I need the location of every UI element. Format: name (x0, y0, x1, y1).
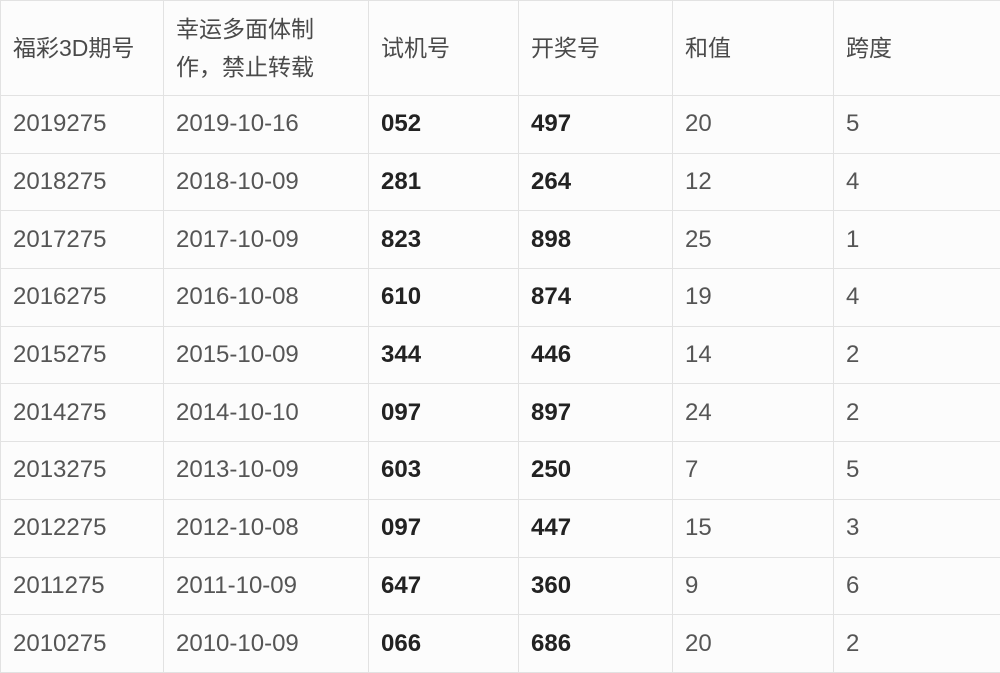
table-cell: 2018275 (0, 152, 164, 212)
table-cell: 6 (833, 556, 1000, 616)
table-cell: 12 (672, 152, 834, 212)
table-cell: 2 (833, 325, 1000, 385)
table-cell: 20 (672, 95, 834, 154)
column-header-span: 跨度 (833, 0, 1000, 96)
table-cell: 7 (672, 441, 834, 500)
table-cell: 2017-10-09 (163, 210, 369, 270)
table-cell: 2013275 (0, 441, 164, 500)
table-cell: 2018-10-09 (163, 152, 369, 212)
table-cell: 686 (518, 614, 673, 673)
table-cell: 2017275 (0, 210, 164, 270)
table-cell: 066 (368, 614, 519, 673)
table-cell: 2 (833, 614, 1000, 673)
table-cell: 4 (833, 152, 1000, 212)
table-cell: 281 (368, 152, 519, 212)
table-row: 2018275 2018-10-09 281 264 12 4 (0, 152, 1000, 212)
table-cell: 19 (672, 268, 834, 327)
column-header-winning-number: 开奖号 (518, 0, 673, 96)
table-cell: 2012-10-08 (163, 498, 369, 558)
table-row: 2014275 2014-10-10 097 897 24 2 (0, 383, 1000, 443)
table-cell: 2016275 (0, 268, 164, 327)
table-cell: 2019275 (0, 95, 164, 154)
table-cell: 24 (672, 383, 834, 443)
table-cell: 2011275 (0, 556, 164, 616)
column-header-sum: 和值 (672, 0, 834, 96)
table-cell: 2011-10-09 (163, 556, 369, 616)
table-cell: 647 (368, 556, 519, 616)
column-header-test-number: 试机号 (368, 0, 519, 96)
table-cell: 2015-10-09 (163, 325, 369, 385)
table-cell: 20 (672, 614, 834, 673)
table-cell: 603 (368, 441, 519, 500)
table-cell: 5 (833, 441, 1000, 500)
table-cell: 097 (368, 498, 519, 558)
table-cell: 610 (368, 268, 519, 327)
table-cell: 497 (518, 95, 673, 154)
table-cell: 2016-10-08 (163, 268, 369, 327)
table-cell: 2014275 (0, 383, 164, 443)
table-cell: 446 (518, 325, 673, 385)
table-row: 2015275 2015-10-09 344 446 14 2 (0, 325, 1000, 385)
table-row: 2013275 2013-10-09 603 250 7 5 (0, 441, 1000, 500)
table-cell: 344 (368, 325, 519, 385)
table-cell: 874 (518, 268, 673, 327)
table-cell: 3 (833, 498, 1000, 558)
table-cell: 2012275 (0, 498, 164, 558)
table-cell: 097 (368, 383, 519, 443)
table-cell: 823 (368, 210, 519, 270)
table-cell: 2010275 (0, 614, 164, 673)
table-cell: 052 (368, 95, 519, 154)
table-cell: 5 (833, 95, 1000, 154)
table-row: 2017275 2017-10-09 823 898 25 1 (0, 210, 1000, 270)
table-cell: 9 (672, 556, 834, 616)
table-cell: 898 (518, 210, 673, 270)
table-cell: 447 (518, 498, 673, 558)
table-cell: 2010-10-09 (163, 614, 369, 673)
table-cell: 360 (518, 556, 673, 616)
table-cell: 14 (672, 325, 834, 385)
column-header-issue: 福彩3D期号 (0, 0, 164, 96)
table-row: 2019275 2019-10-16 052 497 20 5 (0, 95, 1000, 154)
table-cell: 2013-10-09 (163, 441, 369, 500)
table-row: 2016275 2016-10-08 610 874 19 4 (0, 268, 1000, 327)
column-header-credit: 幸运多面体制 作，禁止转载 (163, 0, 369, 96)
table-cell: 2019-10-16 (163, 95, 369, 154)
table-row: 2011275 2011-10-09 647 360 9 6 (0, 556, 1000, 616)
table-cell: 1 (833, 210, 1000, 270)
table-cell: 2015275 (0, 325, 164, 385)
table-header: 福彩3D期号 幸运多面体制 作，禁止转载 试机号 开奖号 和值 跨度 (0, 0, 1000, 96)
table-body: 2019275 2019-10-16 052 497 20 5 2018275 2018-10… (0, 95, 1000, 673)
table-row: 2012275 2012-10-08 097 447 15 3 (0, 498, 1000, 558)
table-cell: 2014-10-10 (163, 383, 369, 443)
table-cell: 250 (518, 441, 673, 500)
table-cell: 264 (518, 152, 673, 212)
table-cell: 897 (518, 383, 673, 443)
table-cell: 4 (833, 268, 1000, 327)
table-cell: 25 (672, 210, 834, 270)
header-row: 福彩3D期号 幸运多面体制 作，禁止转载 试机号 开奖号 和值 跨度 (0, 0, 1000, 96)
table-row: 2010275 2010-10-09 066 686 20 2 (0, 614, 1000, 673)
table-cell: 15 (672, 498, 834, 558)
table-cell: 2 (833, 383, 1000, 443)
